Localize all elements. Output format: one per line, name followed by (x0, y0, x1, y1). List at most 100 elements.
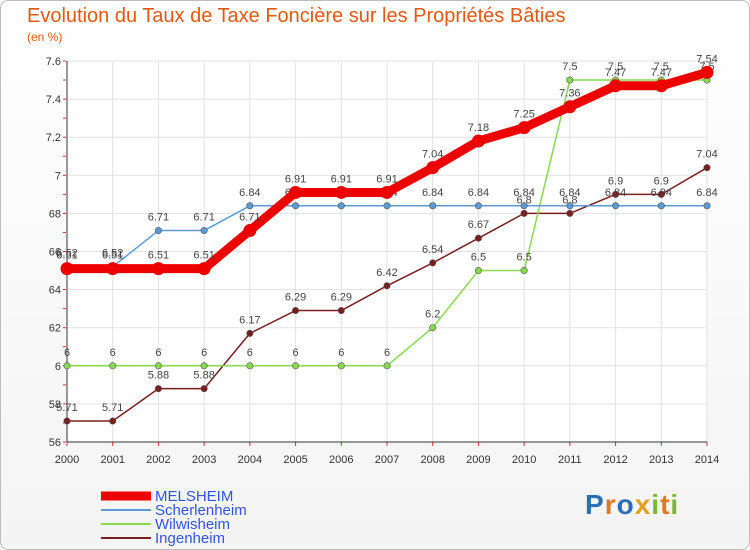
data-point (429, 202, 437, 210)
data-label: 6.84 (239, 187, 260, 199)
y-tick-label: 66 (49, 247, 61, 259)
data-label: 6.51 (102, 250, 123, 262)
data-label: 6 (201, 347, 207, 359)
data-point (703, 202, 711, 210)
logo-letter: o (616, 489, 635, 520)
unit-label: (en %) (27, 30, 63, 44)
logo-letter: P (585, 489, 605, 520)
y-tick-label: 7.6 (46, 56, 61, 68)
data-point (471, 134, 485, 148)
data-point (200, 385, 208, 393)
x-tick-label: 2010 (512, 454, 536, 466)
data-label: 6.5 (516, 252, 531, 264)
data-label: 6.5 (471, 252, 486, 264)
logo-letter: r (604, 489, 617, 520)
x-tick-label: 2002 (146, 454, 170, 466)
data-label: 6.52 (102, 248, 123, 260)
data-point (63, 417, 71, 425)
y-tick-label: 58 (49, 399, 61, 411)
data-point (334, 185, 348, 199)
x-tick-label: 2000 (55, 454, 79, 466)
legend-label: MELSHEIM (155, 488, 233, 505)
x-tick-label: 2013 (649, 454, 673, 466)
data-label: 6.71 (148, 212, 169, 224)
data-label: 5.88 (193, 370, 214, 382)
data-point (429, 259, 437, 267)
data-point (520, 202, 528, 210)
data-label: 6.84 (605, 187, 626, 199)
data-label: 6.84 (468, 187, 489, 199)
data-label: 6.51 (148, 250, 169, 262)
data-label: 6 (384, 347, 390, 359)
data-label: 6.91 (331, 173, 352, 185)
data-point (654, 79, 668, 93)
data-point (243, 224, 257, 238)
data-point (154, 227, 162, 235)
legend-label: Ingenheim (155, 530, 225, 547)
data-point (289, 185, 303, 199)
y-tick-label: 64 (49, 285, 61, 297)
logo-letter: t (660, 489, 671, 520)
data-point (657, 190, 665, 198)
data-point (292, 307, 300, 315)
data-point (337, 307, 345, 315)
x-tick-label: 2014 (695, 454, 719, 466)
data-point (383, 202, 391, 210)
data-point (60, 262, 74, 276)
data-point (200, 362, 208, 370)
data-point (154, 362, 162, 370)
data-point (246, 329, 254, 337)
y-tick-label: 6 (55, 361, 61, 373)
x-tick-label: 2004 (238, 454, 262, 466)
data-point (703, 164, 711, 172)
data-point (612, 202, 620, 210)
data-point (197, 262, 211, 276)
data-label: 6.17 (239, 314, 260, 326)
y-tick-label: 62 (49, 323, 61, 335)
data-point (151, 262, 165, 276)
data-point (612, 190, 620, 198)
data-label: 6 (110, 347, 116, 359)
data-point (292, 362, 300, 370)
data-label: 6.84 (696, 187, 717, 199)
data-point (109, 417, 117, 425)
data-label: 6.91 (285, 173, 306, 185)
data-label: 6.67 (468, 219, 489, 231)
data-label: 6.8 (516, 194, 531, 206)
logo-letter: i (651, 489, 661, 520)
data-label: 7.36 (559, 88, 580, 100)
data-point (380, 185, 394, 199)
data-label: 6 (338, 347, 344, 359)
data-point (154, 385, 162, 393)
data-label: 7.5 (562, 61, 577, 73)
x-tick-label: 2001 (100, 454, 124, 466)
data-label: 7.5 (654, 61, 669, 73)
data-point (566, 209, 574, 217)
data-label: 6.84 (513, 187, 534, 199)
x-tick-label: 2007 (375, 454, 399, 466)
data-point (474, 202, 482, 210)
proxiti-logo: Proxiti (585, 489, 679, 521)
x-tick-label: 2003 (192, 454, 216, 466)
data-point (474, 267, 482, 275)
x-tick-label: 2008 (420, 454, 444, 466)
y-tick-label: 68 (49, 208, 61, 220)
x-tick-label: 2012 (603, 454, 627, 466)
data-point (657, 202, 665, 210)
data-point (246, 362, 254, 370)
data-label: 6.42 (376, 267, 397, 279)
x-tick-label: 2011 (558, 454, 582, 466)
legend-label: Wilwisheim (155, 516, 230, 533)
data-label: 5.71 (102, 402, 123, 414)
data-point (474, 234, 482, 242)
legend-label: Scherlenheim (155, 502, 247, 519)
data-label: 7.54 (696, 53, 717, 65)
y-tick-label: 7.2 (46, 132, 61, 144)
data-point (566, 76, 574, 84)
data-label: 6.71 (239, 212, 260, 224)
logo-letter: x (634, 489, 652, 520)
logo-letter: i (670, 489, 680, 520)
data-label: 6.84 (559, 187, 580, 199)
